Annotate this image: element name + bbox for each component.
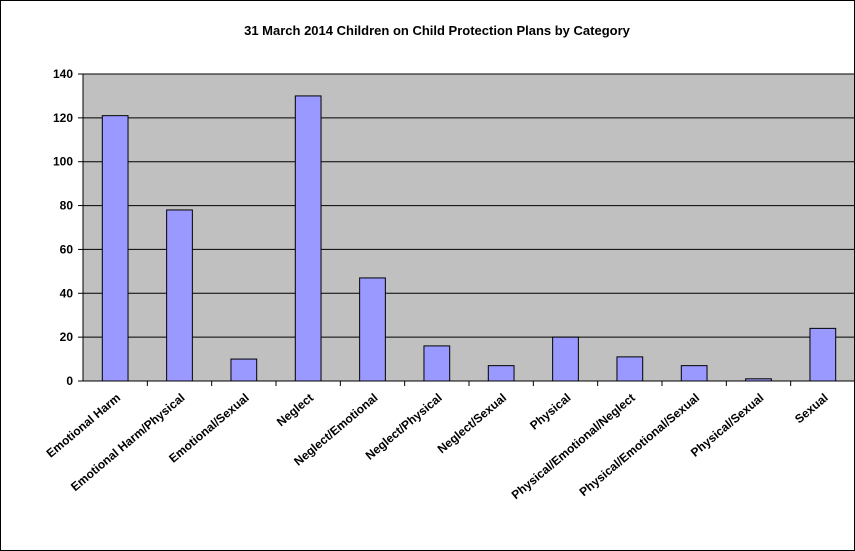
y-tick-label: 100 — [53, 155, 73, 169]
bar-physical — [552, 336, 579, 382]
x-tick-label: Physical/Emotional/Neglect — [509, 391, 638, 502]
bar-physical-emotional-neglect — [616, 356, 644, 382]
y-tick-label: 80 — [60, 199, 74, 213]
axes — [78, 73, 854, 386]
gridlines — [83, 73, 854, 338]
bar-physical-emotional-sexual — [680, 365, 708, 382]
bar-emotional-harm-physical — [166, 209, 193, 382]
chart-title: 31 March 2014 Children on Child Protecti… — [244, 23, 631, 38]
bar-neglect-physical — [423, 345, 451, 382]
bar-neglect — [294, 95, 322, 382]
x-tick-label: Physical — [527, 391, 573, 433]
y-axis-tick-labels: 0 20 40 60 80 100 120 140 — [53, 67, 73, 388]
bar-sexual — [809, 327, 837, 382]
bar-emotional-sexual — [230, 358, 258, 382]
y-tick-label: 140 — [53, 67, 73, 81]
x-tick-label: Emotional Harm/Physical — [68, 391, 187, 494]
y-tick-label: 120 — [53, 111, 73, 125]
y-tick-label: 40 — [60, 286, 74, 300]
plot-area — [83, 74, 854, 381]
x-tick-label: Neglect — [274, 391, 316, 430]
x-tick-label: Physical/Emotional/Sexual — [577, 391, 702, 499]
y-tick-label: 60 — [60, 242, 74, 256]
bar-neglect-emotional — [359, 277, 386, 382]
x-tick-label: Neglect/Sexual — [435, 391, 509, 457]
bar-emotional-harm — [101, 115, 129, 382]
bar-neglect-sexual — [487, 365, 515, 382]
y-tick-label: 20 — [60, 330, 74, 344]
x-tick-label: Sexual — [792, 391, 831, 427]
y-tick-label: 0 — [66, 374, 73, 388]
